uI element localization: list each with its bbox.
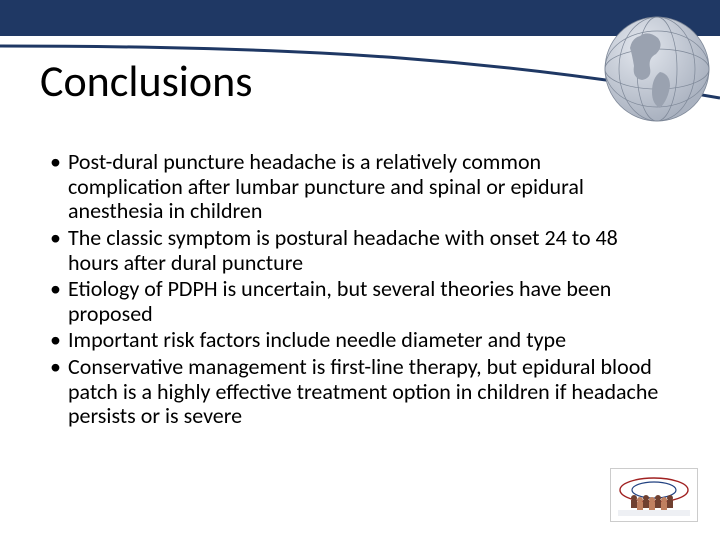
bullet-item: The classic symptom is postural headache… [48,226,660,275]
header-bar [0,0,720,44]
bullet-item: Conservative management is first-line th… [48,355,660,429]
bullet-list: Post-dural puncture headache is a relati… [48,150,660,429]
footer-logo [610,468,698,522]
slide-content: Post-dural puncture headache is a relati… [48,150,660,431]
slide-title: Conclusions [40,54,252,108]
bullet-item: Important risk factors include needle di… [48,328,660,353]
slide: Conclusions Post-dural puncture headache… [0,0,720,540]
bullet-item: Post-dural puncture headache is a relati… [48,150,660,224]
bullet-item: Etiology of PDPH is uncertain, but sever… [48,277,660,326]
